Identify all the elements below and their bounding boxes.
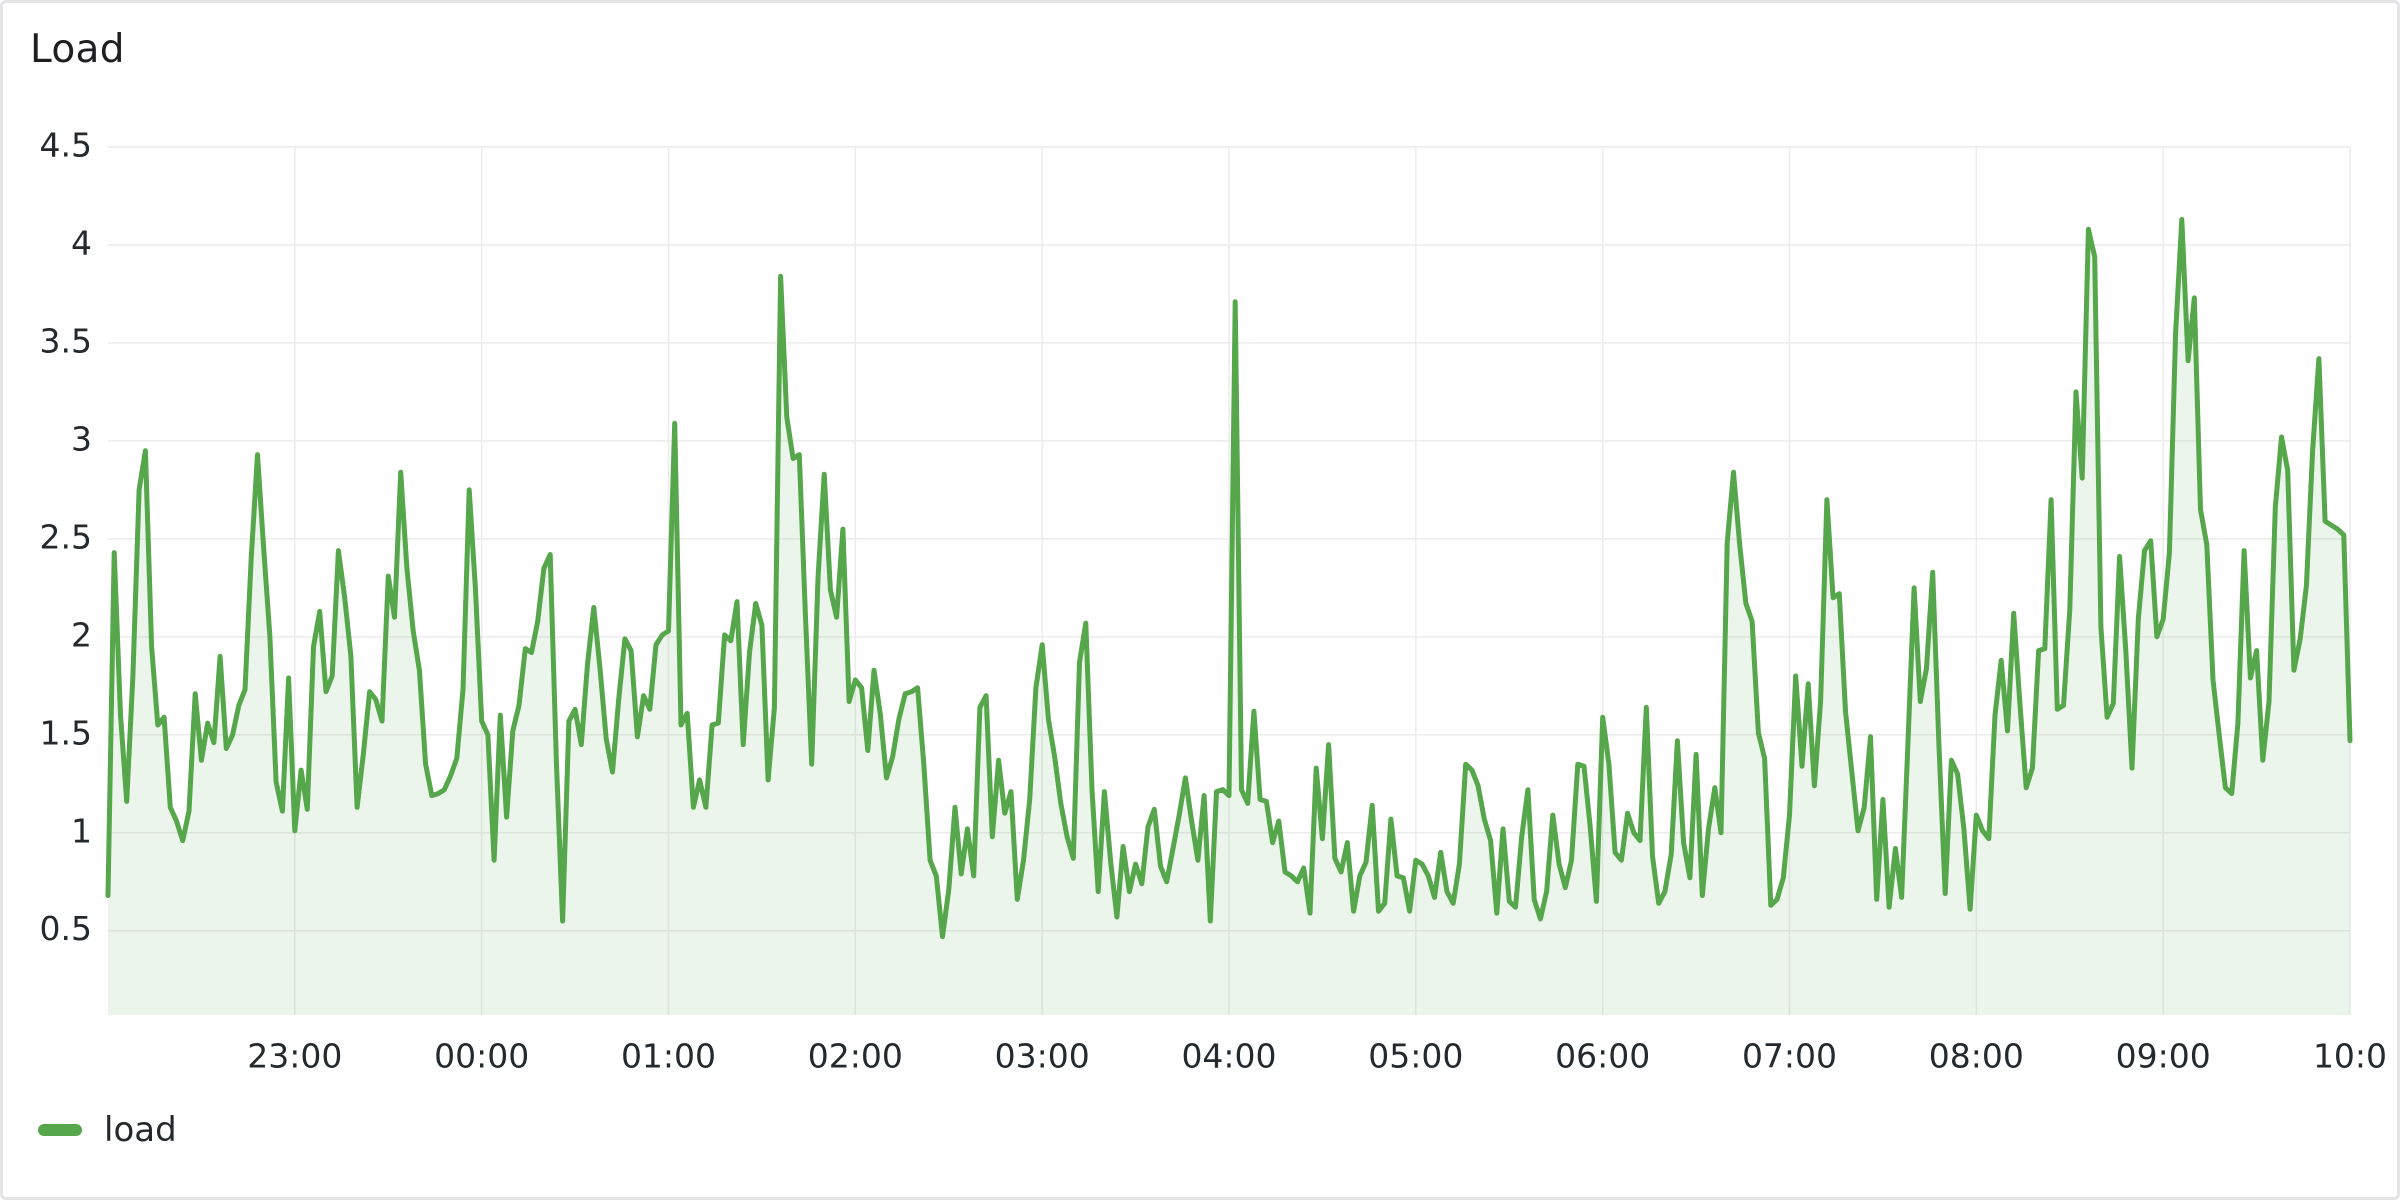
legend-label-load[interactable]: load bbox=[104, 1110, 177, 1150]
x-axis: 23:00 00:00 01:00 02:00 03:00 04:00 05:00 06:00… bbox=[247, 1037, 2387, 1076]
x-tick-label: 23:00 bbox=[247, 1037, 342, 1076]
plot-area bbox=[105, 217, 2353, 1015]
grid bbox=[108, 146, 2351, 1015]
x-tick-label: 03:00 bbox=[995, 1037, 1090, 1076]
x-tick-label: 08:00 bbox=[1929, 1037, 2024, 1076]
x-tick-label: 02:00 bbox=[808, 1037, 903, 1076]
y-tick-label: 3 bbox=[71, 419, 92, 458]
series-load-line[interactable] bbox=[105, 217, 2353, 940]
y-tick-label: 1.5 bbox=[40, 713, 92, 752]
x-tick-label: 04:00 bbox=[1181, 1037, 1276, 1076]
y-tick-label: 4 bbox=[71, 223, 92, 262]
x-tick-label: 10:0 bbox=[2313, 1037, 2387, 1076]
y-axis: 0.5 1 1.5 2 2.5 3 3.5 4 4.5 bbox=[40, 126, 92, 949]
y-tick-label: 2 bbox=[71, 615, 92, 654]
legend[interactable]: load bbox=[38, 1110, 177, 1150]
x-tick-label: 07:00 bbox=[1742, 1037, 1837, 1076]
x-tick-label: 05:00 bbox=[1368, 1037, 1463, 1076]
x-tick-label: 01:00 bbox=[621, 1037, 716, 1076]
y-tick-label: 4.5 bbox=[40, 126, 92, 165]
y-tick-label: 0.5 bbox=[40, 909, 92, 948]
panel-title: Load bbox=[30, 27, 125, 72]
y-tick-label: 1 bbox=[71, 811, 92, 850]
y-tick-label: 2.5 bbox=[40, 517, 92, 556]
x-tick-label: 09:00 bbox=[2116, 1037, 2211, 1076]
x-tick-label: 00:00 bbox=[434, 1037, 529, 1076]
legend-swatch-load bbox=[38, 1124, 82, 1136]
x-tick-label: 06:00 bbox=[1555, 1037, 1650, 1076]
y-tick-label: 3.5 bbox=[40, 321, 92, 360]
